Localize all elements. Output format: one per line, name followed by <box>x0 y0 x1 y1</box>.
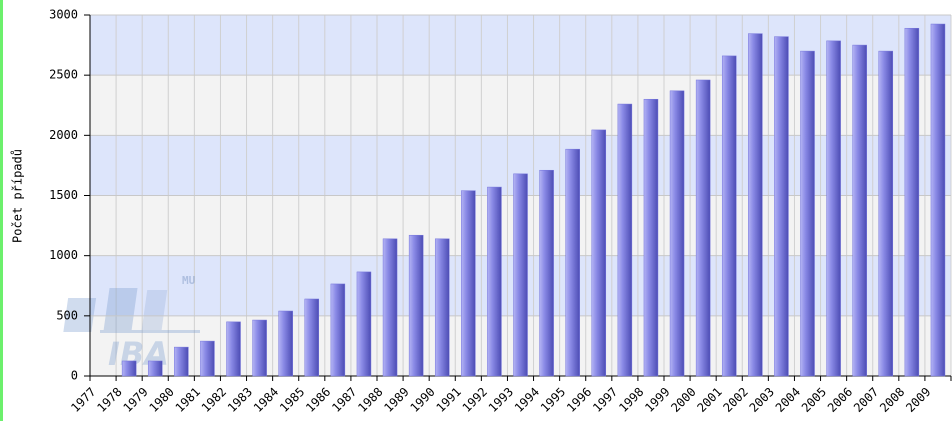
bar <box>356 271 372 377</box>
bar <box>800 50 815 377</box>
bar <box>695 79 711 377</box>
bar <box>904 27 920 377</box>
x-tick-label: 1981 <box>173 385 203 415</box>
x-tick-label: 1994 <box>512 385 542 415</box>
x-tick-label: 1984 <box>251 385 281 415</box>
logo-shape <box>141 290 168 332</box>
bar <box>174 346 189 377</box>
x-tick-label: 1991 <box>434 385 464 415</box>
x-tick-label: 1988 <box>355 385 385 415</box>
x-tick-label: 1997 <box>590 385 620 415</box>
x-tick-label: 1985 <box>277 385 307 415</box>
y-tick-label: 1000 <box>49 248 78 262</box>
bar <box>617 103 633 377</box>
left-border <box>0 0 3 421</box>
x-tick-label: 2006 <box>825 385 855 415</box>
x-tick-label: 1979 <box>120 385 150 415</box>
bar <box>669 90 685 377</box>
plot-stripe <box>90 15 951 76</box>
x-tick-label: 1992 <box>460 385 490 415</box>
bar <box>930 23 946 377</box>
x-tick-label: 1996 <box>564 385 594 415</box>
y-tick-label: 2000 <box>49 128 78 142</box>
bar <box>487 186 502 377</box>
bar <box>643 98 659 377</box>
bar <box>226 321 241 377</box>
x-tick-label: 2005 <box>799 385 829 415</box>
x-tick-label: 2007 <box>851 385 881 415</box>
bar <box>252 319 267 377</box>
watermark: MU IBA <box>63 274 200 373</box>
y-tick-label: 1500 <box>49 188 78 202</box>
x-tick-label: 2009 <box>903 385 933 415</box>
x-tick-label: 2000 <box>668 385 698 415</box>
x-tick-label: 1995 <box>538 385 568 415</box>
bar <box>852 44 867 377</box>
bar <box>539 169 554 377</box>
bar <box>774 36 789 377</box>
bar <box>461 190 476 377</box>
x-tick-label: 1999 <box>642 385 672 415</box>
bar <box>304 298 320 377</box>
logo-small: MU <box>182 274 196 287</box>
bar <box>147 360 163 377</box>
x-tick-label: 2008 <box>877 385 907 415</box>
bar <box>513 173 528 377</box>
bar <box>748 33 763 377</box>
x-tick-label: 1998 <box>616 385 646 415</box>
y-tick-label: 3000 <box>49 8 78 22</box>
bar <box>382 238 398 377</box>
y-tick-label: 500 <box>56 308 78 322</box>
bar <box>565 148 580 377</box>
y-tick-label: 2500 <box>49 68 78 82</box>
bar <box>826 40 841 377</box>
x-tick-label: 1987 <box>329 385 359 415</box>
x-tick-label: 1980 <box>147 385 177 415</box>
bar <box>878 50 894 377</box>
bar <box>121 360 137 377</box>
bar <box>434 238 450 377</box>
bar <box>408 234 424 377</box>
x-tick-label: 1990 <box>407 385 437 415</box>
bar <box>330 283 346 377</box>
x-tick-label: 1993 <box>486 385 516 415</box>
x-tick-label: 2003 <box>747 385 777 415</box>
y-axis-label: Počet případů <box>11 149 25 243</box>
logo-shape <box>63 298 97 332</box>
x-tick-label: 1989 <box>381 385 411 415</box>
logo-shape <box>103 288 138 332</box>
bar <box>200 340 215 377</box>
x-tick-label: 2004 <box>773 385 803 415</box>
y-tick-label: 0 <box>71 369 78 383</box>
bar <box>591 129 607 377</box>
x-tick-label: 1982 <box>199 385 229 415</box>
logo-shape <box>100 330 200 333</box>
x-tick-label: 1978 <box>94 385 124 415</box>
x-tick-label: 2001 <box>694 385 724 415</box>
x-tick-label: 1977 <box>68 385 98 415</box>
plot-stripe <box>90 75 951 136</box>
bar <box>721 55 737 377</box>
x-tick-label: 1983 <box>225 385 255 415</box>
x-tick-label: 1986 <box>303 385 333 415</box>
bar <box>278 310 293 377</box>
x-tick-label: 2002 <box>721 385 751 415</box>
